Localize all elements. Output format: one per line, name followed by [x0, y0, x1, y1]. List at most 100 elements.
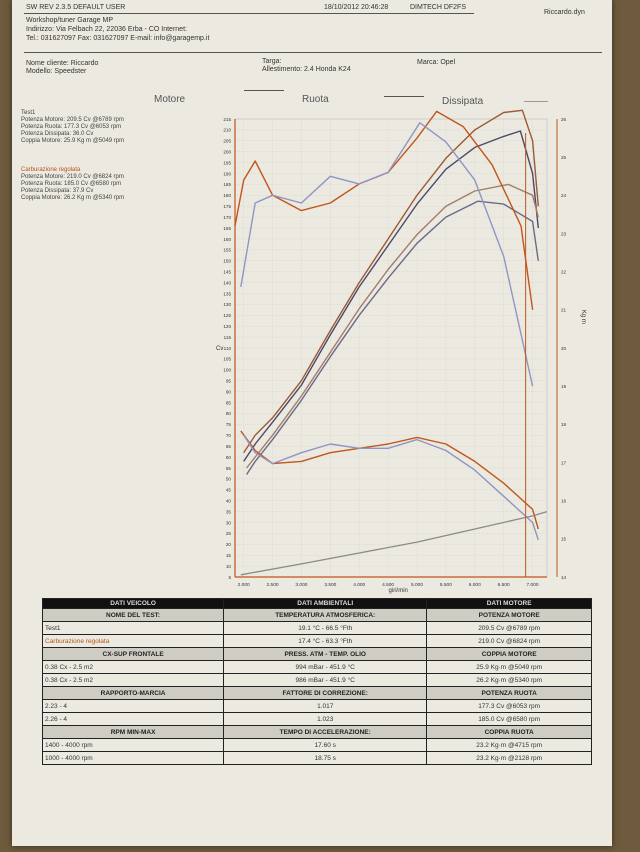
workshop-name: Workshop/tuner Garage MP [26, 17, 114, 24]
y-tick-label: 10 [226, 564, 232, 569]
table-cell: Test1 [41, 621, 225, 635]
y2-axis-ticks: 14 15 16 17 18 19 20 21 22 23 24 25 26 [561, 117, 567, 580]
section-header-cell: RPM MIN-MAX [41, 725, 225, 739]
client-name: Nome cliente: Riccardo [26, 60, 99, 67]
test1-line: Potenza Dissipata: 36.0 Cv [21, 131, 94, 137]
dati-motore-header: DATI MOTORE [426, 598, 592, 609]
y-tick-label: 210 [223, 128, 231, 133]
series-line-wheel [246, 200, 539, 475]
test2-name: Carburazione regolata [21, 167, 81, 173]
legend-lost-swatch [524, 101, 548, 102]
table-cell: 219.0 Cv @6824 rpm [426, 634, 592, 648]
series-line-motor [243, 130, 539, 462]
info-divider [24, 52, 602, 53]
y2-tick-label: 15 [561, 537, 567, 542]
section-header-cell: COPPIA RUOTA [426, 725, 592, 739]
y-tick-label: 55 [226, 466, 232, 471]
table-cell: 26.2 Kg·m @5340 rpm [426, 673, 592, 687]
table-cell: 2.26 - 4 [41, 712, 225, 726]
y2-tick-label: 16 [561, 498, 567, 503]
table-cell: 0.38 Cx - 2.5 m2 [41, 673, 225, 687]
x-tick-label: 6.000 [469, 582, 481, 588]
y-tick-label: 100 [223, 368, 231, 373]
table-row: 2.23 - 4 1.017 177.3 Cv @6053 rpm [41, 699, 592, 713]
y2-tick-label: 20 [561, 346, 567, 351]
x-axis-ticks: 2.000 2.500 3.000 3.500 4.000 4.500 5.000 5.500… [238, 582, 539, 588]
series-line-lost [243, 434, 539, 541]
y-tick-label: 5 [228, 575, 231, 580]
device-name: DIMTECH DF2FS [410, 4, 466, 11]
y-tick-label: 90 [226, 389, 232, 394]
y-tick-label: 170 [223, 215, 231, 220]
series-line-wheel [246, 183, 539, 469]
section-header-row: RAPPORTO-MARCIA FATTORE DI CORREZIONE: POT… [41, 686, 592, 700]
table-header-band: DATI VEICOLO DATI AMBIENTALI DATI MOTORE [41, 598, 592, 609]
vehicle-brand: Marca: Opel [417, 59, 456, 66]
legend-lost: Dissipata [442, 96, 484, 107]
test2-line: Potenza Motore: 219.0 Cv @6824 rpm [21, 174, 124, 180]
x-tick-label: 5.500 [440, 582, 452, 588]
table-cell: 19.1 °C - 66.5 °Fth [223, 621, 428, 635]
y-tick-label: 130 [223, 302, 231, 307]
y-axis-ticks: 5 10 15 20 25 30 35 40 45 50 55 60 65 70 75 80 85 90 95 100… [223, 117, 231, 580]
section-header-cell: CX-SUP FRONTALE [41, 647, 225, 661]
section-header-cell: PRESS. ATM - TEMP. OLIO [223, 647, 428, 661]
test1-line: Potenza Ruota: 177.3 Cv @6053 rpm [21, 124, 122, 130]
section-header-cell: RAPPORTO-MARCIA [41, 686, 225, 700]
table-cell: 994 mBar - 451.9 °C [223, 660, 428, 674]
vehicle-model: Modello: Speedster [26, 68, 87, 75]
series-line-torque [234, 110, 534, 310]
table-cell: 2.23 - 4 [41, 699, 225, 713]
x-tick-label: 3.500 [324, 582, 336, 588]
x-tick-label: 2.500 [267, 582, 279, 588]
test1-summary: Test1 Potenza Motore: 209.5 Cv @6789 rpm… [21, 110, 124, 145]
report-datetime: 18/10/2012 20:46:28 [324, 4, 389, 11]
table-cell: Carburazione regolata [41, 634, 225, 648]
section-header-cell: COPPIA MOTORE [426, 647, 592, 661]
table-row: 0.38 Cx - 2.5 m2 994 mBar - 451.9 °C 25.9 … [41, 660, 592, 674]
y-tick-label: 70 [226, 433, 232, 438]
y2-tick-label: 21 [561, 308, 567, 313]
y-tick-label: 155 [223, 248, 231, 253]
x-axis-label: giri/min [389, 588, 408, 594]
table-cell: 23.2 Kg·m @2128 rpm [426, 751, 592, 765]
dyno-chart: 5 10 15 20 25 30 35 40 45 50 55 60 65 70 75 80 85 90 95 100… [216, 109, 586, 594]
table-cell: 1000 - 4000 rpm [41, 751, 225, 765]
y-tick-label: 110 [224, 346, 232, 351]
section-header-row: RPM MIN-MAX TEMPO DI ACCELERAZIONE: COPPIA… [41, 725, 592, 739]
test2-summary: Carburazione regolata Potenza Motore: 21… [21, 167, 124, 202]
table-cell: 185.0 Cv @6580 rpm [426, 712, 592, 726]
table-cell: 17.4 °C - 63.3 °Fth [223, 634, 428, 648]
y-tick-label: 85 [226, 400, 232, 405]
y-tick-label: 45 [226, 488, 232, 493]
test1-line: Potenza Motore: 209.5 Cv @6789 rpm [21, 117, 124, 123]
section-header-cell: FATTORE DI CORREZIONE: [223, 686, 428, 700]
test2-line: Coppia Motore: 26.2 Kg m @5340 rpm [21, 195, 125, 201]
table-row: Carburazione regolata 17.4 °C - 63.3 °Fth… [41, 634, 592, 648]
y-tick-label: 205 [223, 139, 231, 144]
chart-grid [234, 118, 558, 578]
y-tick-label: 160 [223, 237, 231, 242]
table-cell: 17.60 s [223, 738, 428, 752]
y-tick-label: 40 [226, 498, 232, 503]
y2-tick-label: 19 [561, 384, 567, 389]
table-cell: 0.38 Cx - 2.5 m2 [41, 660, 225, 674]
legend-motor: Motore [154, 94, 186, 105]
test2-line: Potenza Ruota: 185.0 Cv @6580 rpm [21, 181, 122, 187]
legend-motor-swatch [244, 90, 284, 91]
x-tick-label: 3.000 [295, 582, 307, 588]
table-cell: 177.3 Cv @6053 rpm [426, 699, 592, 713]
legend-wheel-swatch [384, 96, 424, 97]
y-tick-label: 215 [223, 117, 231, 122]
table-cell: 209.5 Cv @6789 rpm [426, 621, 592, 635]
y-tick-label: 95 [226, 379, 232, 384]
software-version: SW REV 2.3.5 DEFAULT USER [26, 4, 126, 11]
x-tick-label: 4.500 [382, 582, 394, 588]
test1-name: Test1 [21, 110, 36, 116]
y2-axis-label: Kg m [580, 310, 586, 324]
section-header-cell: POTENZA MOTORE [426, 608, 592, 622]
y2-tick-label: 23 [561, 231, 567, 236]
table-row: Test1 19.1 °C - 66.5 °Fth 209.5 Cv @6789 r… [41, 621, 592, 635]
table-row: 2.26 - 4 1.023 185.0 Cv @6580 rpm [41, 712, 592, 726]
y-tick-label: 80 [226, 411, 232, 416]
